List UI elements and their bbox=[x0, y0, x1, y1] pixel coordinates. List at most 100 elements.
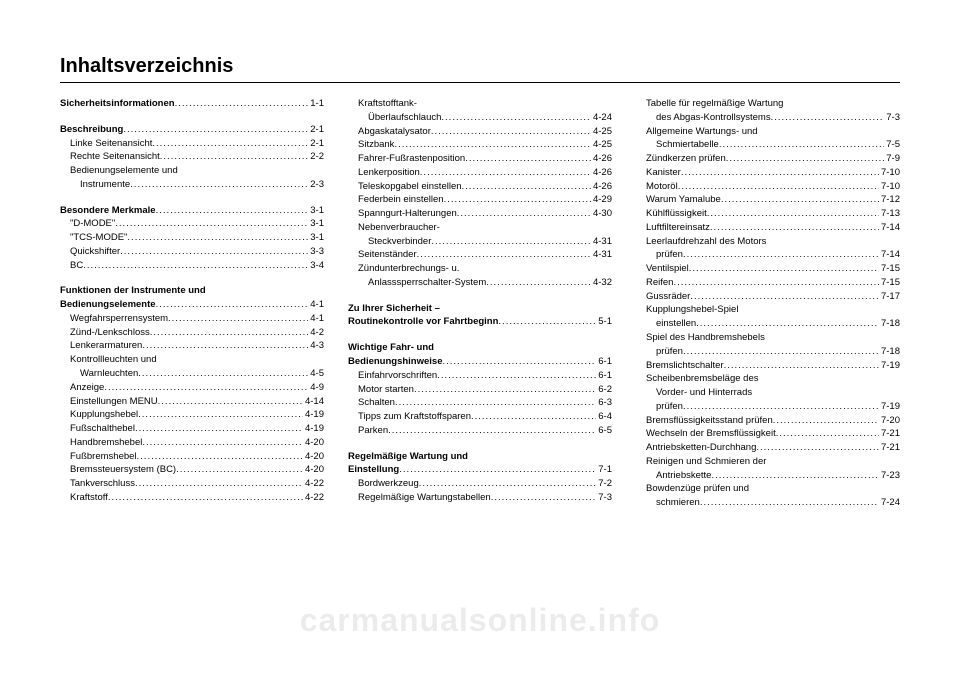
toc-entry-label: Federbein einstellen bbox=[358, 193, 444, 207]
toc-heading-label: Kontrollleuchten und bbox=[70, 353, 157, 367]
toc-entry-label: "D-MODE" bbox=[70, 217, 115, 231]
toc-entry-label: Anlasssperrschalter-System bbox=[368, 276, 486, 290]
toc-page-ref: 4-5 bbox=[308, 367, 324, 381]
toc-entry: Bordwerkzeug7-2 bbox=[348, 477, 612, 491]
toc-entry: Bremsflüssigkeitsstand prüfen 7-20 bbox=[636, 414, 900, 428]
toc-entry-label: Teleskopgabel einstellen bbox=[358, 180, 462, 194]
toc-entry-label: Einfahrvorschriften bbox=[358, 369, 437, 383]
toc-entry-label: BC bbox=[70, 259, 83, 273]
toc-heading: Nebenverbraucher- bbox=[348, 221, 612, 235]
toc-leader-dots bbox=[175, 97, 309, 111]
toc-leader-dots bbox=[123, 123, 308, 137]
toc-entry: Einstellungen MENU4-14 bbox=[60, 395, 324, 409]
toc-heading-label: Regelmäßige Wartung und bbox=[348, 450, 468, 464]
toc-leader-dots bbox=[690, 290, 879, 304]
toc-leader-dots bbox=[395, 396, 596, 410]
toc-entry-label: prüfen bbox=[656, 248, 683, 262]
toc-page-ref: 4-26 bbox=[591, 152, 612, 166]
toc-page-ref: 7-12 bbox=[879, 193, 900, 207]
toc-entry-label: Bremslichtschalter bbox=[646, 359, 724, 373]
toc-page-ref: 4-1 bbox=[308, 298, 324, 312]
toc-leader-dots bbox=[127, 231, 308, 245]
toc-page-ref: 4-19 bbox=[303, 408, 324, 422]
toc-entry-label: Abgaskatalysator bbox=[358, 125, 431, 139]
toc-spacer bbox=[348, 329, 612, 341]
toc-page-ref: 4-20 bbox=[303, 436, 324, 450]
toc-entry-label: Lenkerarmaturen bbox=[70, 339, 142, 353]
toc-entry: Bremslichtschalter7-19 bbox=[636, 359, 900, 373]
page-title: Inhaltsverzeichnis bbox=[60, 55, 900, 83]
toc-entry-label: Bremsflüssigkeitsstand prüfen bbox=[646, 414, 773, 428]
toc-entry-label: "TCS-MODE" bbox=[70, 231, 127, 245]
toc-spacer bbox=[348, 438, 612, 450]
toc-page-ref: 7-18 bbox=[879, 317, 900, 331]
toc-page-ref: 4-20 bbox=[303, 463, 324, 477]
toc-entry: Wechseln der Bremsflüssigkeit7-21 bbox=[636, 427, 900, 441]
toc-heading-label: Scheibenbremsbeläge des bbox=[646, 372, 759, 386]
toc-leader-dots bbox=[388, 424, 596, 438]
toc-entry: Quickshifter3-3 bbox=[60, 245, 324, 259]
toc-leader-dots bbox=[719, 138, 884, 152]
toc-leader-dots bbox=[471, 410, 596, 424]
toc-page-ref: 4-1 bbox=[308, 312, 324, 326]
toc-entry: Beschreibung2-1 bbox=[60, 123, 324, 137]
page: Inhaltsverzeichnis Sicherheitsinformatio… bbox=[0, 0, 960, 530]
toc-leader-dots bbox=[417, 248, 591, 262]
toc-entry: Reifen7-15 bbox=[636, 276, 900, 290]
toc-page-ref: 7-20 bbox=[879, 414, 900, 428]
toc-entry: Linke Seitenansicht2-1 bbox=[60, 137, 324, 151]
toc-page-ref: 7-15 bbox=[879, 276, 900, 290]
toc-page-ref: 6-2 bbox=[596, 383, 612, 397]
toc-entry: Tipps zum Kraftstoffsparen6-4 bbox=[348, 410, 612, 424]
toc-entry-label: Zündkerzen prüfen bbox=[646, 152, 726, 166]
toc-leader-dots bbox=[683, 345, 879, 359]
toc-heading: Zündunterbrechungs- u. bbox=[348, 262, 612, 276]
toc-page-ref: 2-3 bbox=[308, 178, 324, 192]
toc-page-ref: 6-1 bbox=[596, 369, 612, 383]
toc-entry-label: Fußbremshebel bbox=[70, 450, 137, 464]
toc-leader-dots bbox=[414, 383, 596, 397]
toc-page-ref: 3-3 bbox=[308, 245, 324, 259]
toc-leader-dots bbox=[724, 359, 879, 373]
toc-entry-label: Einstellung bbox=[348, 463, 399, 477]
toc-leader-dots bbox=[457, 207, 591, 221]
toc-page-ref: 4-25 bbox=[591, 125, 612, 139]
toc-heading: Kontrollleuchten und bbox=[60, 353, 324, 367]
toc-entry-label: Anzeige bbox=[70, 381, 104, 395]
toc-leader-dots bbox=[104, 381, 308, 395]
toc-columns: Sicherheitsinformationen1-1Beschreibung2… bbox=[60, 97, 900, 510]
toc-leader-dots bbox=[696, 317, 879, 331]
toc-page-ref: 4-9 bbox=[308, 381, 324, 395]
toc-entry-label: Lenkerposition bbox=[358, 166, 420, 180]
toc-page-ref: 7-21 bbox=[879, 441, 900, 455]
toc-page-ref: 3-1 bbox=[308, 204, 324, 218]
toc-entry: Einfahrvorschriften 6-1 bbox=[348, 369, 612, 383]
toc-page-ref: 4-2 bbox=[308, 326, 324, 340]
toc-spacer bbox=[60, 111, 324, 123]
toc-leader-dots bbox=[726, 152, 885, 166]
toc-entry-label: Fußschalthebel bbox=[70, 422, 135, 436]
toc-entry: Routinekontrolle vor Fahrtbeginn5-1 bbox=[348, 315, 612, 329]
toc-entry-label: Bedienungselemente bbox=[60, 298, 156, 312]
toc-column-2: Kraftstofftank-Überlaufschlauch4-24Abgas… bbox=[348, 97, 612, 510]
toc-leader-dots bbox=[678, 180, 879, 194]
toc-entry-label: Motoröl bbox=[646, 180, 678, 194]
toc-entry-label: einstellen bbox=[656, 317, 696, 331]
toc-entry-label: Bremssteuersystem (BC) bbox=[70, 463, 176, 477]
toc-page-ref: 7-23 bbox=[879, 469, 900, 483]
toc-leader-dots bbox=[394, 138, 591, 152]
toc-page-ref: 7-3 bbox=[884, 111, 900, 125]
toc-entry: Ventilspiel7-15 bbox=[636, 262, 900, 276]
toc-page-ref: 4-22 bbox=[303, 491, 324, 505]
toc-entry: Fußbremshebel4-20 bbox=[60, 450, 324, 464]
toc-heading-label: Bowdenzüge prüfen und bbox=[646, 482, 749, 496]
toc-entry-label: Schmiertabelle bbox=[656, 138, 719, 152]
toc-entry-label: prüfen bbox=[656, 400, 683, 414]
watermark: carmanualsonline.info bbox=[0, 602, 960, 639]
toc-leader-dots bbox=[707, 207, 879, 221]
toc-leader-dots bbox=[135, 477, 303, 491]
toc-entry-label: Antriebsketten-Durchhang bbox=[646, 441, 756, 455]
toc-entry-label: Warum Yamalube bbox=[646, 193, 721, 207]
toc-entry: Zünd-/Lenkschloss4-2 bbox=[60, 326, 324, 340]
toc-page-ref: 6-1 bbox=[596, 355, 612, 369]
